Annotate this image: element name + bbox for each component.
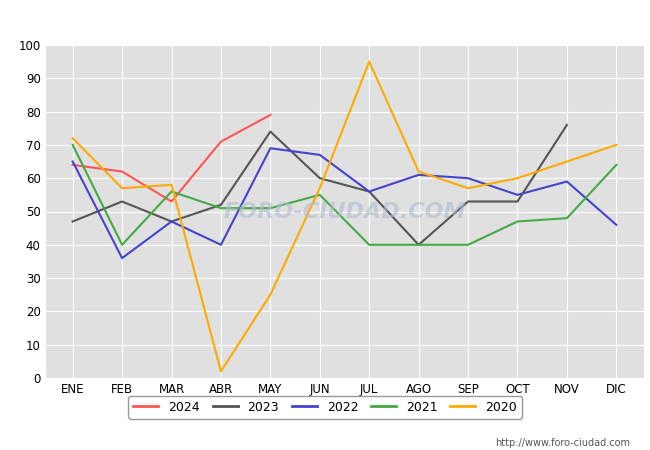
Text: http://www.foro-ciudad.com: http://www.foro-ciudad.com: [495, 438, 630, 448]
Legend: 2024, 2023, 2022, 2021, 2020: 2024, 2023, 2022, 2021, 2020: [129, 396, 521, 419]
Text: FORO-CIUDAD.COM: FORO-CIUDAD.COM: [223, 202, 466, 221]
Text: Matriculaciones de Vehiculos en Mutxamel: Matriculaciones de Vehiculos en Mutxamel: [148, 11, 502, 29]
